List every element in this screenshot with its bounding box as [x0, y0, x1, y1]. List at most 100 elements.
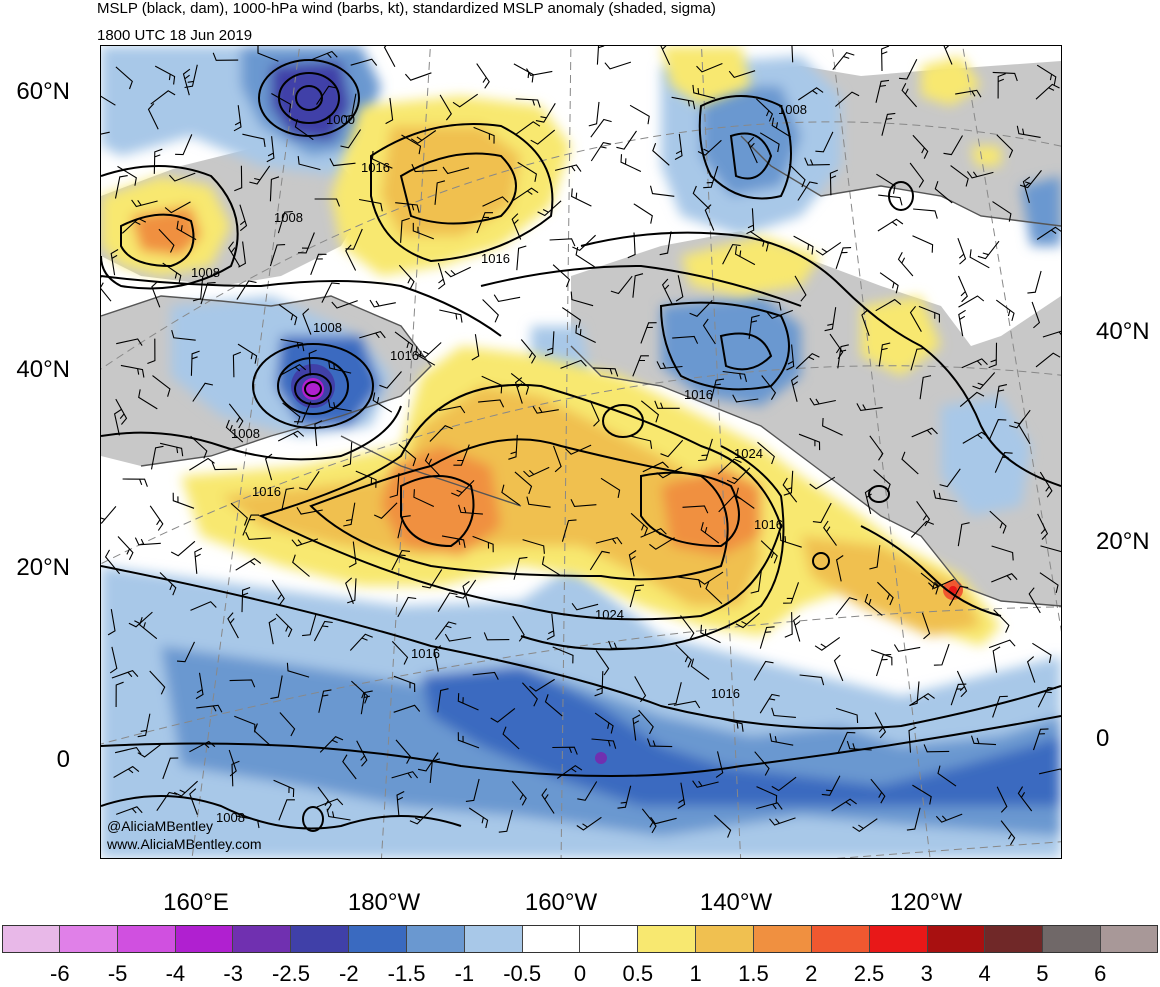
wind-barb — [298, 232, 315, 254]
wind-barb — [182, 68, 191, 96]
wind-barb — [511, 213, 522, 240]
wind-barb — [313, 620, 333, 642]
colorbar-label: -4 — [165, 961, 186, 986]
wind-barb — [280, 364, 307, 376]
wind-barb — [137, 742, 163, 758]
wind-barb — [493, 294, 521, 303]
wind-barb — [692, 185, 710, 210]
wind-barb — [726, 467, 751, 485]
wind-barb — [1037, 687, 1057, 708]
wind-barb — [689, 300, 713, 317]
wind-barb — [532, 406, 559, 414]
colorbar-swatch — [59, 925, 118, 953]
wind-barb — [139, 617, 158, 640]
wind-barb — [395, 739, 412, 764]
wind-barb — [526, 496, 551, 508]
wind-barb — [371, 150, 393, 169]
colorbar-label: 1 — [689, 961, 702, 986]
wind-barb — [171, 329, 196, 341]
wind-barb — [997, 73, 1006, 99]
wind-barb — [277, 210, 293, 234]
colorbar-swatch — [117, 925, 176, 953]
isobar-label: 1008 — [778, 102, 807, 117]
wind-barb — [1039, 572, 1059, 594]
wind-barb — [809, 397, 836, 406]
wind-barb — [190, 601, 217, 611]
wind-barb — [444, 266, 471, 278]
wind-barb — [465, 778, 480, 802]
wind-barb — [793, 615, 801, 642]
wind-barb — [372, 392, 393, 413]
wind-barb — [590, 141, 612, 162]
map-title: MSLP (black, dam), 1000-hPa wind (barbs,… — [97, 0, 716, 17]
wind-barb — [732, 394, 759, 403]
colorbar-label: 0.5 — [622, 961, 654, 986]
lon-label: 160°W — [524, 889, 598, 916]
wind-barb — [877, 581, 894, 606]
wind-barb — [296, 507, 323, 515]
wind-barb — [715, 751, 724, 778]
wind-barb — [835, 555, 844, 582]
wind-barb — [875, 79, 890, 103]
wind-barb — [829, 169, 839, 196]
wind-barb — [988, 342, 998, 369]
wind-barb — [571, 188, 592, 207]
wind-barb — [159, 442, 184, 457]
wind-barb — [159, 572, 177, 596]
wind-barb — [675, 644, 692, 668]
wind-barb — [959, 391, 985, 408]
colorbar-swatch — [985, 925, 1044, 953]
wind-barb — [782, 477, 798, 503]
wind-barb — [195, 672, 204, 700]
wind-barb — [149, 670, 166, 695]
wind-barb — [943, 135, 963, 156]
wind-barb — [879, 272, 899, 294]
wind-barb — [910, 520, 935, 538]
wind-barb — [101, 95, 116, 106]
wind-barb — [241, 586, 251, 613]
wind-barb — [271, 579, 285, 606]
isobar-label: 1016 — [252, 484, 281, 499]
wind-barb — [771, 117, 792, 138]
wind-barb — [498, 809, 513, 833]
wind-barb — [783, 582, 800, 604]
lat-label-right: 40°N — [1096, 318, 1150, 345]
wind-barb — [933, 489, 958, 503]
wind-barb — [912, 784, 932, 805]
wind-barb — [756, 98, 774, 122]
wind-barb — [457, 732, 480, 749]
wind-barb — [510, 372, 530, 395]
wind-barb — [771, 707, 796, 718]
wind-barb — [328, 360, 352, 374]
isobar-label: 1008 — [274, 210, 303, 225]
wind-barb — [1035, 83, 1060, 100]
wind-barb — [434, 621, 457, 640]
wind-barb — [734, 246, 756, 266]
wind-barb — [512, 187, 539, 201]
wind-barb — [1036, 64, 1057, 85]
wind-barb — [294, 401, 312, 423]
credit-handle: @AliciaMBentley — [107, 818, 213, 834]
lon-label: 180°W — [347, 889, 421, 916]
wind-barb — [411, 163, 438, 173]
wind-barb — [501, 484, 521, 506]
wind-barb — [1016, 125, 1041, 138]
wind-barb — [1009, 409, 1031, 429]
wind-barb — [502, 726, 520, 750]
isobar-label: 1016 — [754, 517, 783, 532]
wind-barb — [668, 682, 682, 706]
wind-barb — [913, 208, 938, 219]
wind-barb — [692, 84, 716, 99]
wind-barb — [572, 234, 596, 252]
wind-barb — [1027, 270, 1042, 294]
wind-barb — [541, 556, 562, 577]
wind-barb — [437, 592, 458, 612]
wind-barb — [1037, 513, 1049, 540]
colorbar-label: 6 — [1094, 961, 1107, 986]
wind-barb — [158, 228, 175, 253]
wind-barb — [107, 609, 116, 636]
wind-barb — [110, 249, 119, 276]
wind-barb — [835, 597, 858, 616]
wind-barb — [516, 245, 527, 271]
wind-barb — [590, 118, 612, 138]
